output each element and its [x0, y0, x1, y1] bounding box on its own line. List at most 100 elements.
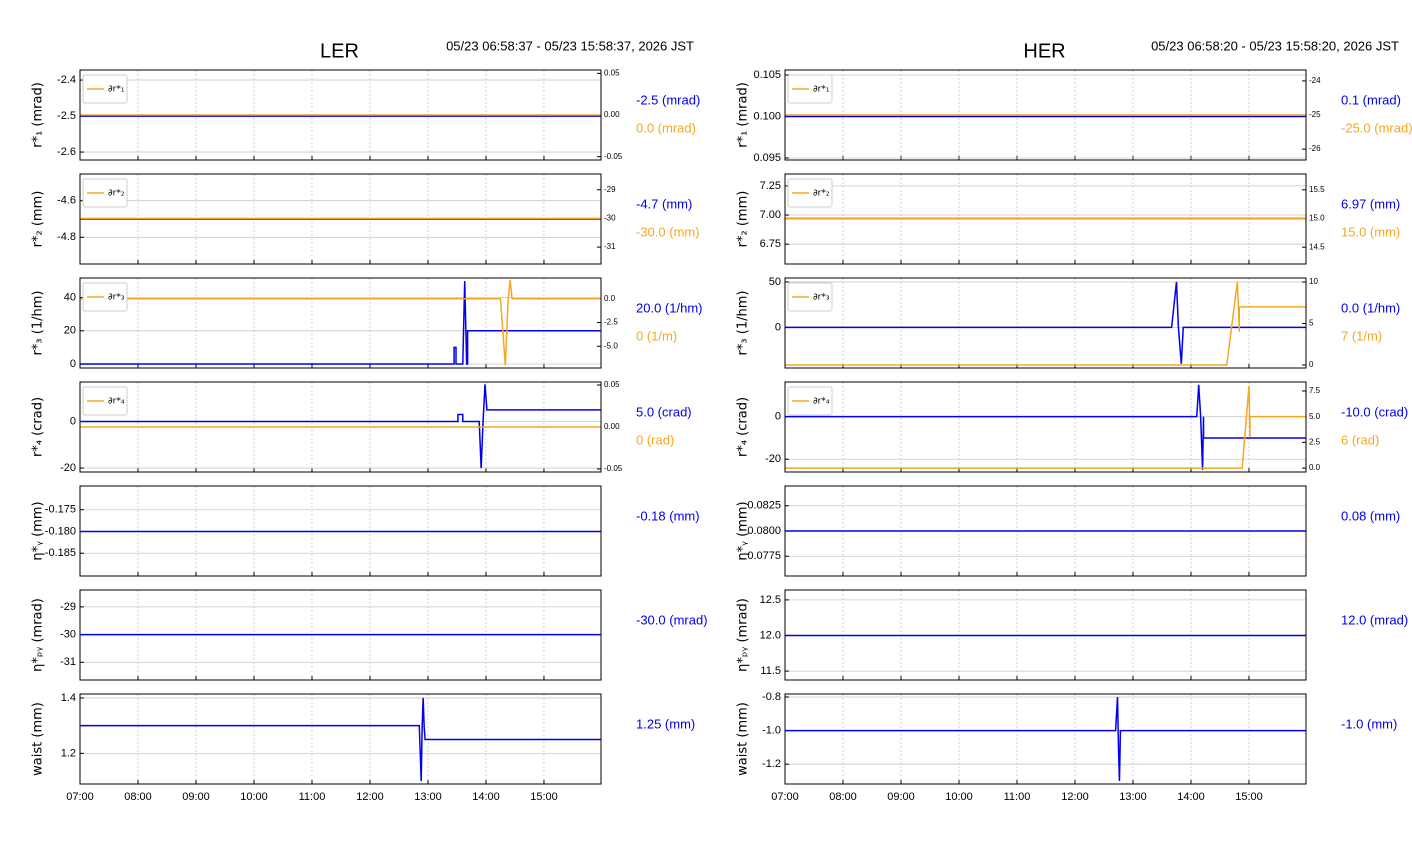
readout: -30.0 (mm): [636, 224, 700, 239]
y-tick-label: 0: [70, 415, 76, 427]
y2-tick-label: -30: [604, 214, 616, 223]
readout: 1.25 (mm): [636, 716, 695, 731]
y-tick-label: -2.5: [57, 110, 76, 122]
y-axis-label: η*ₚᵧ (mrad): [31, 598, 46, 672]
y2-tick-label: 0.05: [604, 68, 620, 77]
y-tick-label: 11.5: [760, 665, 781, 677]
y-axis-label: η*ᵧ (mm): [31, 501, 46, 560]
subplot: -4.6-4.8-29-30-31-4.7 (mm)-30.0 (mm)∂r*₂…: [31, 174, 700, 264]
legend-label: ∂r*₁: [813, 85, 830, 95]
y2-tick-label: -24: [1309, 76, 1321, 85]
readout: -2.5 (mrad): [636, 92, 700, 107]
y-tick-label: 0: [775, 411, 781, 423]
y-tick-label: 0.0825: [747, 500, 781, 512]
legend-label: ∂r*₄: [108, 397, 125, 407]
x-tick-label: 14:00: [1177, 791, 1205, 803]
x-tick-label: 13:00: [414, 791, 442, 803]
y2-tick-label: -5.0: [604, 341, 618, 350]
y-tick-label: -20: [60, 462, 76, 474]
readout: 0.0 (mrad): [636, 120, 696, 135]
series-line: [785, 385, 1306, 470]
y-tick-label: -0.180: [45, 525, 76, 537]
x-tick-label: 13:00: [1119, 791, 1147, 803]
readout: -25.0 (mrad): [1341, 120, 1412, 135]
y-tick-label: 12.0: [760, 629, 781, 641]
readout: -30.0 (mrad): [636, 612, 708, 627]
subplot: -0.175-0.180-0.185-0.18 (mm)η*ᵧ (mm): [31, 486, 700, 576]
y2-tick-label: 0.0: [1309, 463, 1321, 472]
y2-tick-label: 0.05: [604, 380, 620, 389]
legend-label: ∂r*₂: [108, 189, 125, 199]
legend-label: ∂r*₄: [813, 397, 830, 407]
y-tick-label: 50: [769, 276, 781, 288]
y-tick-label: -20: [765, 453, 781, 465]
y2-tick-label: 14.5: [1309, 242, 1325, 251]
x-tick-label: 09:00: [182, 791, 210, 803]
y2-tick-label: -0.05: [604, 464, 623, 473]
readout: 0 (rad): [636, 432, 674, 447]
subplot: 0-200.050.00-0.055.0 (crad)0 (rad)∂r*₄r*…: [31, 380, 692, 474]
y2-tick-label: -0.05: [604, 152, 623, 161]
y-tick-label: -4.8: [57, 231, 76, 243]
y-tick-label: -4.6: [57, 195, 76, 207]
readout: -10.0 (crad): [1341, 404, 1408, 419]
x-tick-label: 12:00: [356, 791, 384, 803]
readout: -1.0 (mm): [1341, 716, 1397, 731]
subplot: -2.4-2.5-2.60.050.00-0.05-2.5 (mrad)0.0 …: [31, 68, 701, 160]
x-tick-label: 15:00: [1235, 791, 1263, 803]
readout: -0.18 (mm): [636, 508, 700, 523]
panel-title: LER: [320, 40, 359, 62]
x-tick-label: 10:00: [240, 791, 268, 803]
x-tick-label: 10:00: [945, 791, 973, 803]
y2-tick-label: 7.5: [1309, 386, 1321, 395]
y-tick-label: 40: [64, 292, 76, 304]
y-tick-label: -2.6: [57, 146, 76, 158]
y2-tick-label: 0: [1309, 360, 1314, 369]
series-line: [785, 697, 1306, 781]
y2-tick-label: 5.0: [1309, 412, 1321, 421]
y2-tick-label: -26: [1309, 144, 1321, 153]
y-tick-label: 0.100: [753, 110, 781, 122]
readout: 6.97 (mm): [1341, 196, 1400, 211]
plot-frame: [785, 382, 1306, 472]
y-tick-label: -0.185: [45, 547, 76, 559]
y-tick-label: 0: [775, 321, 781, 333]
readout: 12.0 (mrad): [1341, 612, 1408, 627]
y-axis-label: r*₃ (1/hm): [736, 291, 751, 356]
y-tick-label: 1.4: [61, 692, 76, 704]
series-line: [80, 698, 601, 781]
y-tick-label: -0.8: [762, 691, 781, 703]
subplot: 0-207.55.02.50.0-10.0 (crad)6 (rad)∂r*₄r…: [736, 382, 1409, 472]
y-axis-label: η*ᵧ (mm): [736, 501, 751, 560]
panel-subtitle: 05/23 06:58:20 - 05/23 15:58:20, 2026 JS…: [1151, 38, 1399, 53]
panel-title: HER: [1023, 40, 1065, 62]
y-tick-label: -29: [60, 601, 76, 613]
y2-tick-label: -29: [604, 185, 616, 194]
series-line: [80, 280, 601, 365]
y2-tick-label: 2.5: [1309, 437, 1321, 446]
x-tick-label: 08:00: [829, 791, 857, 803]
y2-tick-label: 5: [1309, 319, 1314, 328]
y2-tick-label: 10: [1309, 277, 1318, 286]
x-tick-label: 08:00: [124, 791, 152, 803]
y-tick-label: 20: [64, 325, 76, 337]
series-line: [785, 282, 1306, 365]
subplot: -29-30-31-30.0 (mrad)η*ₚᵧ (mrad): [31, 590, 708, 680]
y-tick-label: 6.75: [760, 238, 781, 250]
plot-frame: [80, 278, 601, 368]
y-axis-label: r*₂ (mm): [31, 191, 46, 248]
y-tick-label: -30: [60, 628, 76, 640]
y-tick-label: 0: [70, 358, 76, 370]
series-line: [80, 281, 601, 364]
y2-tick-label: 0.00: [604, 422, 620, 431]
y-axis-label: waist (mm): [736, 702, 751, 776]
x-tick-label: 11:00: [299, 791, 326, 803]
x-tick-label: 09:00: [887, 791, 915, 803]
y2-tick-label: -2.5: [604, 318, 618, 327]
readout: -4.7 (mm): [636, 196, 692, 211]
